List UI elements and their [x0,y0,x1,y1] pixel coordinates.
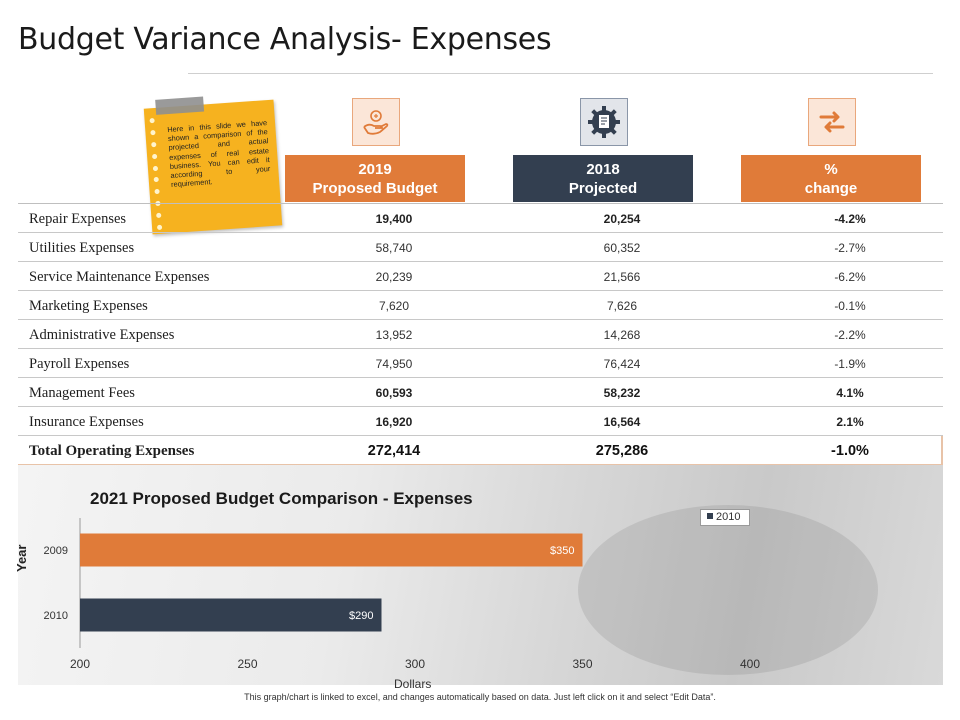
cell-2019: 13,952 [375,328,413,342]
row-label: Service Maintenance Expenses [29,269,210,285]
x-tick-label-200: 200 [70,657,90,671]
cell-change: -2.7% [834,241,866,255]
total-change: -1.0% [831,443,869,459]
cell-2018: 20,254 [603,212,641,226]
data-label-2009: $350 [550,545,574,557]
hand-coin-icon [352,98,400,146]
row-label: Utilities Expenses [29,240,135,256]
table-row: Management Fees 60,593 58,232 4.1% [18,378,943,407]
data-label-2010: $290 [349,610,373,622]
cell-2019: 74,950 [375,357,413,371]
header-2019-line1: 2019 [358,161,392,178]
table-row: Utilities Expenses 58,740 60,352 -2.7% [18,233,943,262]
cell-2018: 7,626 [606,299,638,313]
table-row: Marketing Expenses 7,620 7,626 -0.1% [18,291,943,320]
cell-2019: 60,593 [375,386,413,400]
total-label: Total Operating Expenses [29,443,195,459]
table-row: Repair Expenses 19,400 20,254 -4.2% [18,204,943,233]
cell-2019: 16,920 [375,415,413,429]
cell-2018: 21,566 [603,270,641,284]
x-tick-label-350: 350 [572,657,592,671]
cell-2018: 16,564 [603,415,641,429]
table-row: Insurance Expenses 16,920 16,564 2.1% [18,407,943,436]
bar-2010 [80,598,382,632]
cell-2019: 20,239 [375,270,413,284]
cell-change: -4.2% [834,212,866,226]
cell-2018: 58,232 [603,386,641,400]
x-tick-label-250: 250 [237,657,257,671]
header-2019-proposed-budget: 2019 Proposed Budget [285,155,465,202]
header-2019-line2: Proposed Budget [312,180,438,197]
cell-2019: 19,400 [375,212,413,226]
header-change-line2: change [804,180,858,197]
table-row: Service Maintenance Expenses 20,239 21,5… [18,262,943,291]
header-change-line1: % [824,161,838,178]
y-tick-label-2010: 2010 [44,610,68,622]
cell-2019: 7,620 [378,299,410,313]
bar-2009 [80,533,583,567]
cell-2018: 76,424 [603,357,641,371]
cell-change: -1.9% [834,357,866,371]
header-2018-projected: 2018 Projected [513,155,693,202]
row-label: Marketing Expenses [29,298,148,314]
x-axis-label: Dollars [394,677,432,691]
x-tick-label-400: 400 [740,657,760,671]
swap-arrows-icon [808,98,856,146]
page-title: Budget Variance Analysis- Expenses [18,22,552,57]
header-2018-line1: 2018 [586,161,620,178]
title-divider [188,73,933,74]
legend-swatch [707,513,713,519]
cell-2019: 58,740 [375,241,413,255]
table-row: Payroll Expenses 74,950 76,424 -1.9% [18,349,943,378]
header-percent-change: % change [741,155,921,202]
row-label: Payroll Expenses [29,356,130,372]
cell-2018: 60,352 [603,241,641,255]
cell-change: 2.1% [836,415,864,429]
footnote: This graph/chart is linked to excel, and… [244,692,716,702]
header-2018-line2: Projected [568,180,638,197]
y-tick-label-2009: 2009 [44,545,68,557]
cell-change: -6.2% [834,270,866,284]
cell-change: -2.2% [834,328,866,342]
x-tick-label-300: 300 [405,657,425,671]
chart-title: 2021 Proposed Budget Comparison - Expens… [90,489,473,508]
cell-2018: 14,268 [603,328,641,342]
total-2018: 275,286 [595,443,649,459]
chart-background-photo [18,465,943,685]
total-2019: 272,414 [367,443,421,459]
legend-entry: 2010 [716,511,741,523]
row-label: Management Fees [29,385,135,401]
row-label: Repair Expenses [29,211,127,227]
cell-change: 4.1% [836,386,864,400]
cell-change: -0.1% [834,299,866,313]
gear-document-icon [580,98,628,146]
row-label: Insurance Expenses [29,414,144,430]
y-axis-label: Year [14,544,29,572]
chart-legend: 2010 [700,509,750,526]
table-row: Administrative Expenses 13,952 14,268 -2… [18,320,943,349]
row-label: Administrative Expenses [29,327,175,343]
